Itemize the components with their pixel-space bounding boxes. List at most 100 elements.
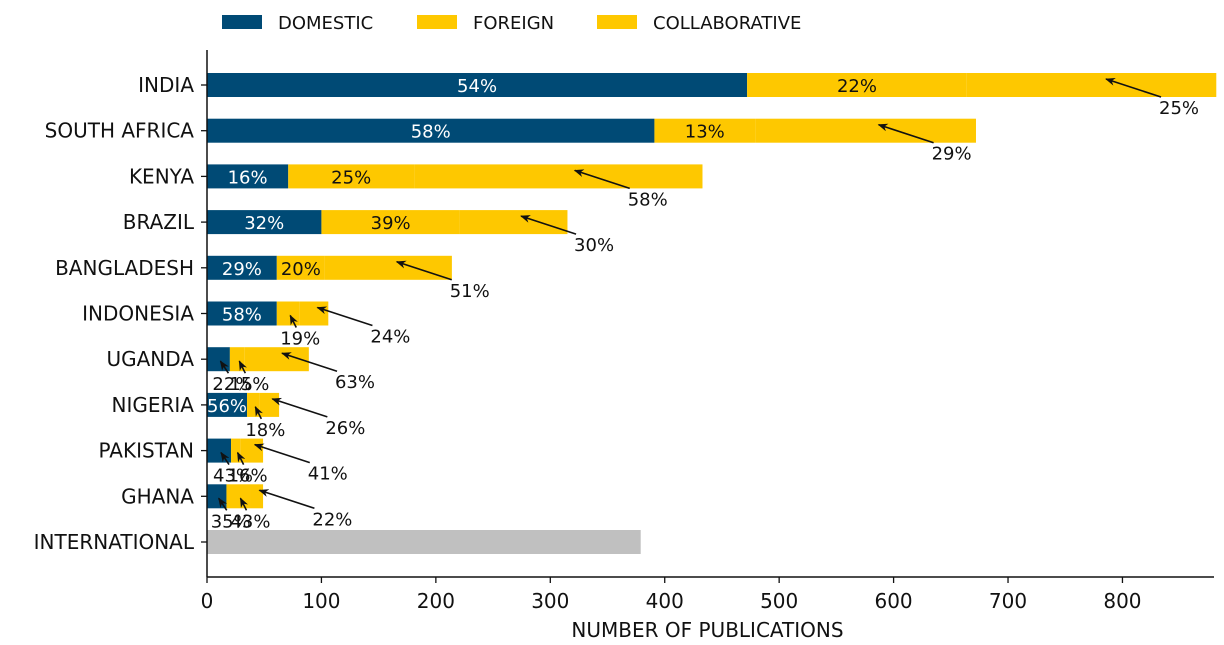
label-collaborative-south-africa: 29%	[932, 144, 972, 165]
bar-domestic-pakistan	[207, 438, 232, 463]
label-collaborative-ghana-arrow	[258, 489, 315, 510]
label-domestic-south-africa: 58%	[411, 122, 451, 143]
label-foreign-indonesia-arrow	[289, 314, 298, 328]
bar-collaborative-brazil	[459, 210, 568, 235]
label-domestic-uganda-arrow	[219, 360, 230, 374]
label-collaborative-kenya-arrow	[573, 169, 630, 190]
label-foreign-brazil: 39%	[371, 213, 411, 234]
label-collaborative-ghana: 22%	[312, 509, 352, 530]
label-collaborative-pakistan: 41%	[308, 464, 348, 485]
bar-international-international	[207, 530, 641, 554]
category-label-south-africa: SOUTH AFRICA	[45, 119, 195, 143]
label-collaborative-bangladesh: 51%	[450, 281, 490, 302]
annotations: 25%29%58%30%51%19% 24%22%15% 63%18% 26%43%1…	[211, 77, 1199, 532]
bar-collaborative-kenya	[414, 164, 703, 189]
label-domestic-pakistan-arrow	[220, 451, 230, 466]
category-label-indonesia: INDONESIA	[82, 302, 194, 326]
label-foreign-nigeria-arrow	[254, 406, 263, 420]
legend-swatch-domestic	[222, 15, 262, 29]
bar-domestic-india	[207, 73, 748, 97]
bar-domestic-bangladesh	[207, 255, 277, 280]
legend-label-collaborative: COLLABORATIVE	[653, 13, 801, 34]
x-tick-label-400: 400	[646, 589, 684, 613]
label-collaborative-nigeria-arrow	[271, 397, 328, 418]
x-tick-label-100: 100	[302, 589, 340, 613]
label-domestic-bangladesh: 29%	[222, 259, 262, 280]
label-collaborative-brazil: 30%	[574, 235, 614, 256]
bar-foreign-indonesia	[276, 301, 300, 326]
label-collaborative-bangladesh-arrow	[395, 260, 452, 281]
x-tick-label-500: 500	[760, 589, 798, 613]
bar-domestic-indonesia	[207, 301, 277, 326]
label-domestic-uganda: 22%	[212, 374, 252, 395]
bar-collaborative-ghana	[250, 484, 264, 509]
label-foreign-ghana: 43%	[230, 511, 270, 532]
bar-collaborative-pakistan	[240, 438, 264, 463]
label-collaborative-brazil-arrow	[520, 215, 577, 235]
label-foreign-uganda: 15%	[229, 374, 269, 395]
legend-swatch-foreign	[417, 15, 457, 29]
label-collaborative-indonesia: 24%	[370, 327, 410, 348]
x-axis-title: NUMBER OF PUBLICATIONS	[571, 618, 843, 642]
bar-collaborative-bangladesh	[324, 255, 452, 280]
label-collaborative-south-africa-arrow	[877, 123, 934, 144]
label-domestic-indonesia: 58%	[222, 305, 262, 326]
label-domestic-ghana: 35%	[211, 511, 251, 532]
bar-collaborative-india	[966, 73, 1217, 97]
x-tick-label-600: 600	[874, 589, 912, 613]
axes: 0 100 200 300 400 500 600 700 800 INDIA SOUTH AFRI…	[34, 50, 1214, 642]
label-foreign-india: 22%	[837, 76, 877, 97]
bar-foreign-pakistan	[231, 438, 241, 463]
bar-foreign-kenya	[288, 164, 415, 189]
bar-foreign-india	[747, 73, 967, 97]
legend-swatch-collaborative	[597, 15, 637, 29]
bar-domestic-south-africa	[207, 118, 655, 143]
label-domestic-kenya: 16%	[228, 167, 268, 188]
label-collaborative-uganda-arrow	[281, 352, 338, 372]
label-foreign-indonesia: 19%	[280, 329, 320, 350]
bar-domestic-brazil	[207, 210, 322, 235]
category-label-india: INDIA	[138, 73, 194, 97]
label-foreign-bangladesh: 20%	[281, 259, 321, 280]
category-label-international: INTERNATIONAL	[34, 530, 195, 554]
x-tick-label-700: 700	[989, 589, 1027, 613]
category-label-brazil: BRAZIL	[123, 210, 195, 234]
x-tick-label-200: 200	[417, 589, 455, 613]
x-tick-label-300: 300	[531, 589, 569, 613]
bars: 54% 22% 58% 13% 16% 25% 32% 39% 29% 20% 58% 56%	[207, 73, 1217, 554]
label-foreign-pakistan-arrow	[236, 451, 246, 465]
label-collaborative-pakistan-arrow	[253, 443, 311, 464]
label-collaborative-uganda: 63%	[335, 372, 375, 393]
label-domestic-nigeria: 56%	[207, 396, 247, 417]
bar-domestic-kenya	[207, 164, 289, 189]
bar-collaborative-nigeria	[259, 392, 280, 417]
label-foreign-kenya: 25%	[331, 167, 371, 188]
label-collaborative-nigeria: 26%	[325, 418, 365, 439]
label-collaborative-kenya: 58%	[628, 189, 668, 210]
category-label-kenya: KENYA	[129, 164, 194, 188]
bar-foreign-ghana	[226, 484, 251, 509]
legend-label-foreign: FOREIGN	[473, 13, 554, 34]
label-domestic-brazil: 32%	[244, 213, 284, 234]
category-label-uganda: UGANDA	[106, 347, 194, 371]
bar-collaborative-south-africa	[755, 118, 976, 143]
bar-foreign-south-africa	[654, 118, 756, 143]
label-foreign-ghana-arrow	[239, 497, 249, 511]
category-label-ghana: GHANA	[121, 484, 194, 508]
label-foreign-nigeria: 18%	[245, 420, 285, 441]
bar-domestic-nigeria	[207, 392, 248, 417]
category-label-pakistan: PAKISTAN	[99, 439, 194, 463]
label-collaborative-india-arrow	[1105, 77, 1162, 98]
label-collaborative-indonesia-arrow	[316, 306, 373, 327]
legend-label-domestic: DOMESTIC	[278, 13, 373, 34]
label-domestic-pakistan: 43%	[213, 466, 253, 487]
label-foreign-pakistan: 16%	[228, 466, 268, 487]
label-domestic-india: 54%	[457, 76, 497, 97]
bar-domestic-uganda	[207, 347, 230, 372]
legend: DOMESTIC FOREIGN COLLABORATIVE	[222, 13, 801, 34]
label-foreign-uganda-arrow	[238, 360, 247, 374]
x-tick-label-0: 0	[201, 589, 214, 613]
label-domestic-ghana-arrow	[218, 497, 228, 511]
category-label-nigeria: NIGERIA	[112, 393, 195, 417]
